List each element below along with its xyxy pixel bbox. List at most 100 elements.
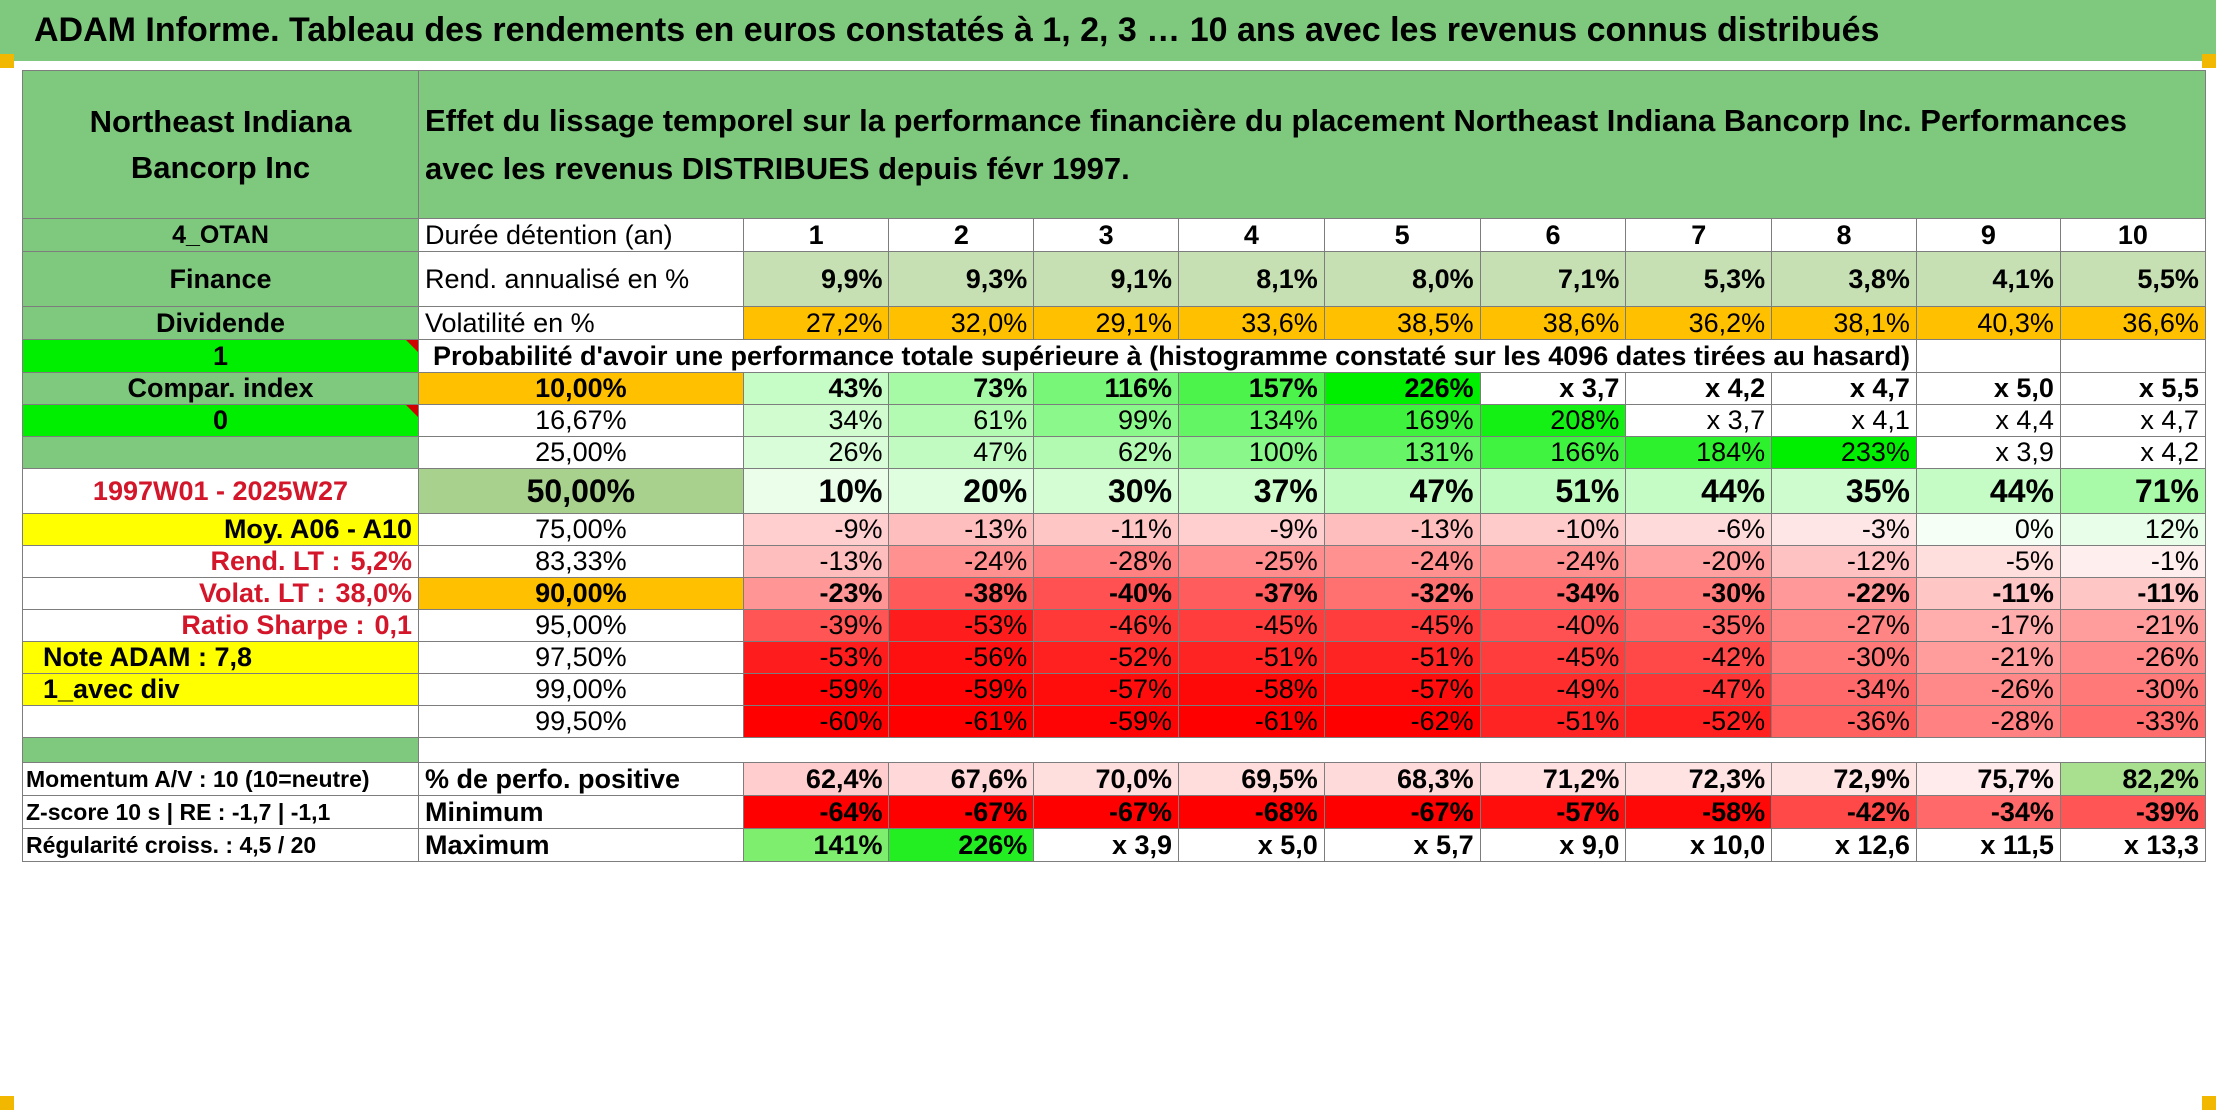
selector-cell[interactable]: 1 [22,339,419,373]
min-value: -64% [742,795,890,829]
percentile-label: 16,67% [418,404,744,437]
percentile-value: -47% [1625,673,1773,706]
percentile-value: -30% [1625,577,1773,610]
percentile-value: 73% [888,372,1035,405]
selector-cell[interactable]: 0 [22,404,419,437]
percentile-label: 99,50% [418,705,744,738]
percentile-value: -51% [1479,705,1627,738]
percentile-value: -24% [1323,545,1481,578]
sharpe-label: Ratio Sharpe : 0,1 [22,609,419,642]
percentile-value: 233% [1771,436,1917,469]
rend-label: Rend. annualisé en % [418,251,744,307]
percentile-value: -38% [888,577,1035,610]
percentile-label: 25,00% [418,436,744,469]
table-row: 1 Probabilité d'avoir une performance tot… [22,339,2206,373]
rend-value: 5,3% [1625,251,1773,307]
vol-value: 36,6% [2059,306,2206,340]
percentile-value: -34% [1479,577,1627,610]
percentile-value: x 4,7 [2059,404,2206,437]
percentile-value: -53% [888,609,1035,642]
percentile-value: -53% [742,641,890,674]
pos-label: % de perfo. positive [418,762,744,796]
max-value: x 3,9 [1033,828,1180,862]
percentile-value: -20% [1625,545,1773,578]
moy-label: Moy. A06 - A10 [22,513,419,546]
percentile-value: -42% [1625,641,1773,674]
percentile-value: 26% [742,436,890,469]
percentile-value: -13% [1323,513,1481,546]
table-row: Note ADAM : 7,8 97,50% -53% -56% -52% -51% -51… [22,641,2206,674]
percentile-value: x 3,7 [1625,404,1773,437]
metric-value: 38,0% [335,578,412,609]
table-row: Dividende Volatilité en % 27,2% 32,0% 29,1% 3… [22,306,2206,340]
rend-value: 9,1% [1033,251,1180,307]
percentile-value: 20% [888,468,1035,514]
metric-label: Ratio Sharpe : [181,610,365,641]
pos-value: 75,7% [1915,762,2061,796]
pos-value: 62,4% [742,762,890,796]
percentile-label: 97,50% [418,641,744,674]
table-row: 0 16,67% 34% 61% 99% 134% 169% 208% x 3,7 x 4,1 x … [22,404,2206,437]
spacer-cell [418,737,2206,763]
percentile-value: x 5,0 [1915,372,2061,405]
percentile-value: 169% [1323,404,1481,437]
blank-cell [1915,339,2061,373]
percentile-value: -35% [1625,609,1773,642]
pos-value: 70,0% [1033,762,1180,796]
rend-value: 8,1% [1178,251,1325,307]
percentile-value: x 4,2 [1625,372,1773,405]
corner-marker [2202,54,2216,68]
year-header: 7 [1625,218,1773,252]
table-row: Finance Rend. annualisé en % 9,9% 9,3% 9,1% 8… [22,251,2206,307]
max-value: x 13,3 [2059,828,2206,862]
max-value: x 12,6 [1771,828,1917,862]
pos-value: 72,9% [1771,762,1917,796]
percentile-value: x 4,2 [2059,436,2206,469]
percentile-value: -10% [1479,513,1627,546]
corner-marker [0,54,14,68]
table-row: Compar. index 10,00% 43% 73% 116% 157% 226% x 3… [22,372,2206,405]
rend-value: 5,5% [2059,251,2206,307]
table-row: Moy. A06 - A10 75,00% -9% -13% -11% -9% -13% -1… [22,513,2206,546]
percentile-value: -51% [1178,641,1325,674]
rend-value: 3,8% [1771,251,1917,307]
percentile-value: x 3,9 [1915,436,2061,469]
percentile-value: -9% [742,513,890,546]
pos-value: 69,5% [1178,762,1325,796]
percentile-value: -11% [1915,577,2061,610]
table-row: Rend. LT :5,2% 83,33% -13% -24% -28% -25% -24%… [22,545,2206,578]
vol-value: 38,6% [1479,306,1627,340]
pos-value: 67,6% [888,762,1035,796]
percentile-label: 90,00% [418,577,744,610]
table-row: Momentum A/V : 10 (10=neutre)% de perfo.… [22,762,2206,796]
percentile-value: -13% [888,513,1035,546]
percentile-value: 12% [2059,513,2206,546]
period-label: 1997W01 - 2025W27 [22,468,419,514]
percentile-value: 34% [742,404,890,437]
metric-label: Rend. LT : [210,546,341,577]
percentile-value: -17% [1915,609,2061,642]
metric-value: 5,2% [350,546,412,577]
vol-value: 38,1% [1771,306,1917,340]
percentile-value: -36% [1771,705,1917,738]
max-value: x 5,0 [1178,828,1325,862]
max-value: 226% [888,828,1035,862]
percentile-value: -13% [742,545,890,578]
vol-value: 27,2% [742,306,890,340]
vol-value: 38,5% [1323,306,1481,340]
percentile-value: -40% [1033,577,1180,610]
percentile-value: -56% [888,641,1035,674]
percentile-value: -33% [2059,705,2206,738]
blank-cell [22,705,419,738]
vol-value: 40,3% [1915,306,2061,340]
rend-value: 9,9% [742,251,890,307]
pos-value: 82,2% [2059,762,2206,796]
percentile-value: 43% [742,372,890,405]
percentile-value: -1% [2059,545,2206,578]
year-header: 8 [1771,218,1917,252]
rend-value: 4,1% [1915,251,2061,307]
year-header: 6 [1479,218,1627,252]
percentile-value: 30% [1033,468,1180,514]
percentile-value: -23% [742,577,890,610]
type-label: Dividende [22,306,419,340]
